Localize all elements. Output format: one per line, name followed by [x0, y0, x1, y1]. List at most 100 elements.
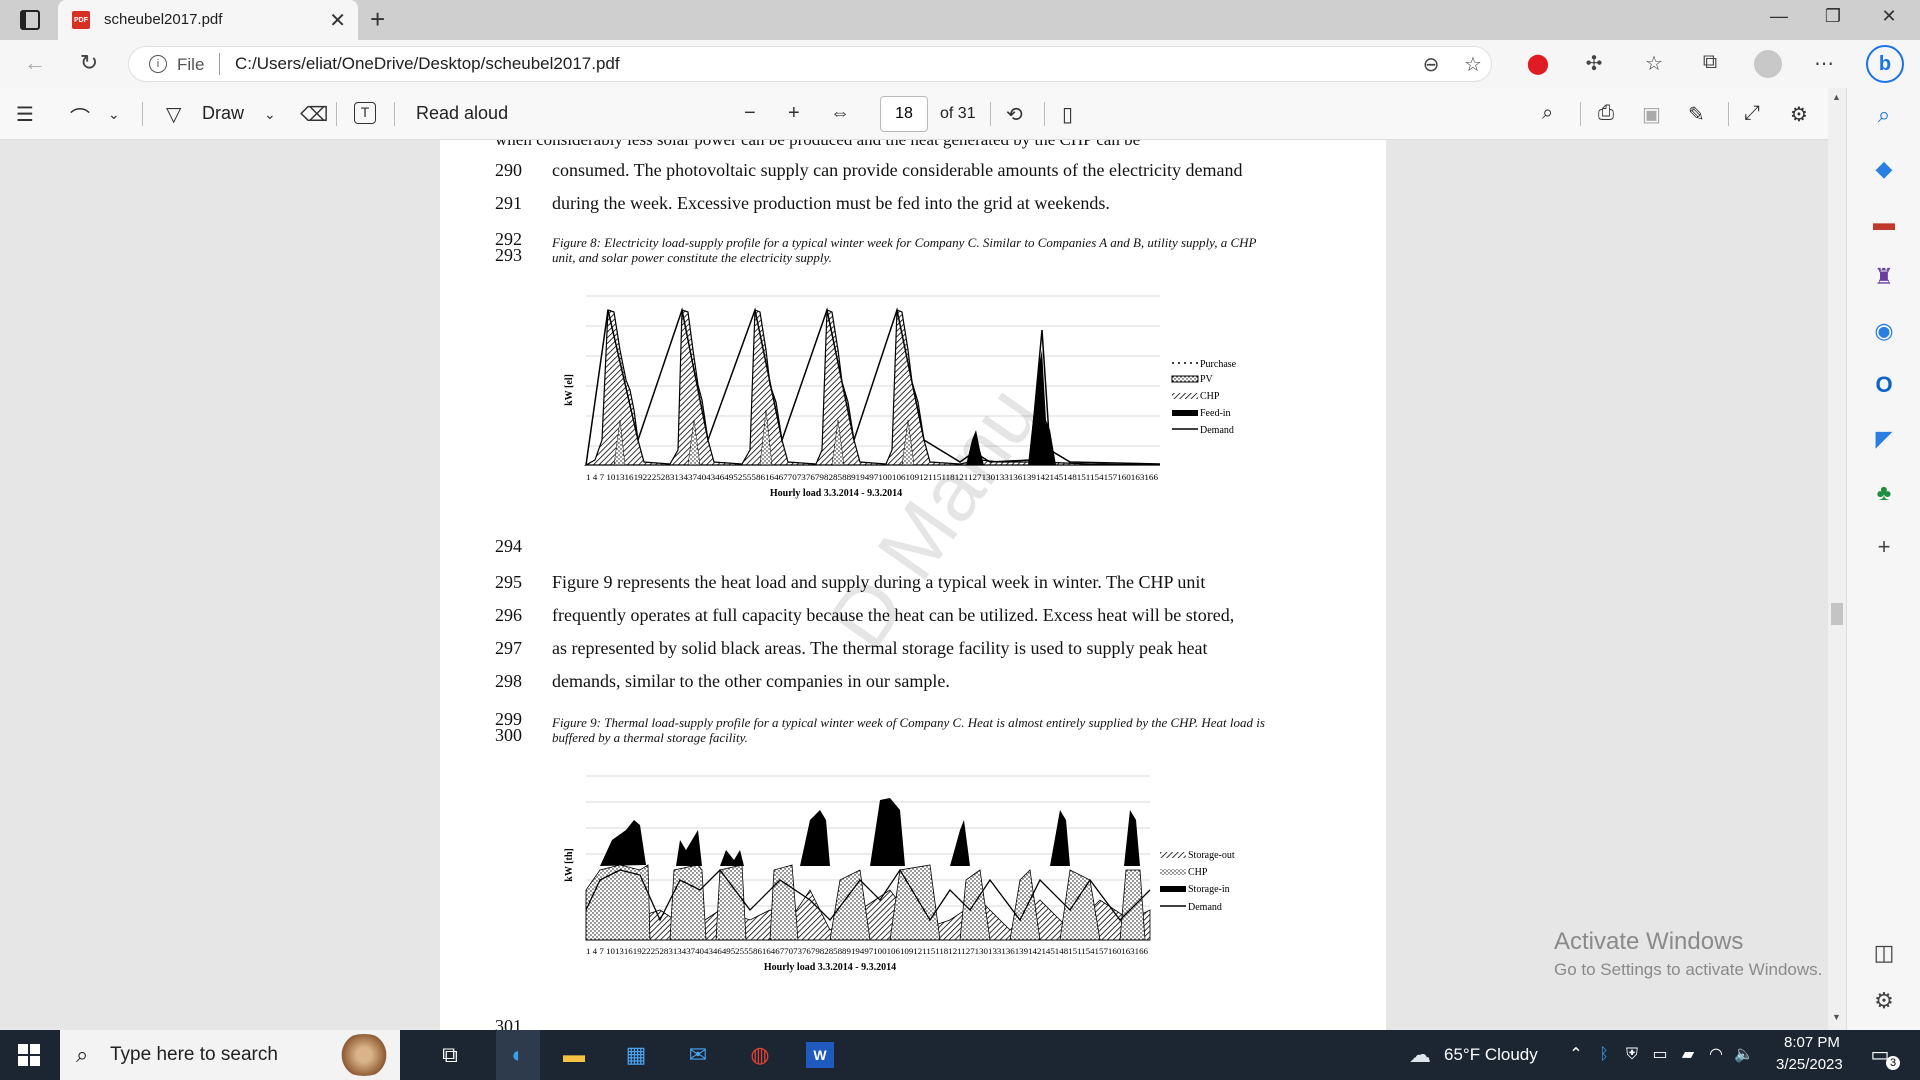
eraser-icon[interactable]: ⌫: [300, 102, 328, 127]
restore-button[interactable]: ❐: [1818, 6, 1848, 27]
read-aloud-button[interactable]: Read aloud: [416, 103, 508, 124]
highlight-icon[interactable]: ⌒: [70, 102, 90, 131]
scroll-down-icon[interactable]: ▼: [1832, 1012, 1841, 1022]
address-bar[interactable]: i File C:/Users/eliat/OneDrive/Desktop/s…: [128, 46, 1492, 82]
tab-actions-icon[interactable]: [20, 10, 40, 30]
bing-chat-icon[interactable]: b: [1866, 45, 1904, 83]
legend-storage-in: Storage-in: [1188, 884, 1230, 895]
close-window-button[interactable]: ✕: [1874, 6, 1904, 27]
page-number-input[interactable]: 18: [880, 96, 928, 132]
toolbar-divider: [990, 102, 991, 126]
notification-count-badge: 3: [1886, 1056, 1900, 1070]
toolbar-divider: [394, 102, 395, 126]
vertical-scrollbar[interactable]: ▲ ▼: [1828, 88, 1846, 1030]
url-divider: [219, 53, 220, 75]
pdf-file-icon: PDF: [72, 11, 90, 29]
find-icon[interactable]: ⌕: [1542, 102, 1553, 125]
line-number: 291: [495, 193, 522, 214]
favorites-icon[interactable]: ☆: [1640, 51, 1668, 76]
legend-demand: Demand: [1188, 902, 1222, 913]
word-icon[interactable]: W: [806, 1042, 834, 1068]
rotate-icon[interactable]: ⟲: [1006, 102, 1023, 127]
opera-extension-icon[interactable]: ⬤: [1524, 51, 1552, 76]
clock-time[interactable]: 8:07 PM: [1784, 1034, 1840, 1051]
page-view-icon[interactable]: ▯: [1062, 102, 1073, 127]
line-number: 300: [495, 728, 522, 743]
fullscreen-icon[interactable]: ⤢: [1744, 102, 1760, 125]
highlight-chevron-down-icon[interactable]: ⌄: [108, 106, 120, 123]
line-number: 290: [495, 160, 522, 181]
refresh-button[interactable]: ↻: [74, 50, 104, 76]
close-tab-icon[interactable]: ✕: [329, 8, 346, 33]
url-text[interactable]: C:/Users/eliat/OneDrive/Desktop/scheubel…: [235, 54, 620, 74]
clock-date[interactable]: 3/25/2023: [1776, 1056, 1843, 1073]
draw-button[interactable]: Draw: [202, 103, 244, 124]
save-as-icon[interactable]: ✎: [1688, 102, 1705, 127]
taskbar-search-box[interactable]: ⌕ Type here to search: [60, 1030, 400, 1080]
add-sidebar-app-icon[interactable]: +: [1869, 532, 1899, 562]
minimize-button[interactable]: —: [1764, 6, 1794, 27]
tree-icon[interactable]: ♣: [1869, 478, 1899, 508]
microsoft-store-icon[interactable]: ▦: [620, 1040, 652, 1070]
windows-start-icon[interactable]: [18, 1044, 40, 1066]
contents-list-icon[interactable]: ☰: [16, 102, 34, 127]
cloudy-weather-icon[interactable]: ☁: [1404, 1040, 1436, 1070]
task-view-icon[interactable]: ⧉: [434, 1040, 466, 1070]
zoom-out-icon[interactable]: −: [744, 102, 756, 125]
title-bar: PDF scheubel2017.pdf ✕ + — ❐ ✕: [0, 0, 1920, 40]
zoom-in-icon[interactable]: +: [788, 102, 800, 125]
collections-icon[interactable]: ⧉: [1696, 51, 1724, 74]
document-viewer[interactable]: when considerably less solar power can b…: [0, 140, 1836, 1030]
save-icon[interactable]: ▣: [1642, 102, 1661, 127]
search-highlight-icon[interactable]: [334, 1034, 394, 1076]
more-options-icon[interactable]: ⋯: [1810, 51, 1838, 76]
url-scheme-label: File: [177, 55, 204, 75]
tools-icon[interactable]: ▬: [1869, 208, 1899, 238]
new-tab-button[interactable]: +: [370, 4, 385, 35]
chrome-icon[interactable]: ◍: [744, 1040, 776, 1070]
volume-icon[interactable]: 🔈: [1728, 1040, 1760, 1070]
edge-sidebar: ⌕ ◆ ▬ ♜ ◉ O ◤ ♣ + ◫ ⚙: [1846, 88, 1920, 1030]
scroll-thumb[interactable]: [1831, 603, 1843, 625]
outlook-icon[interactable]: O: [1869, 370, 1899, 400]
games-icon[interactable]: ♜: [1869, 262, 1899, 292]
extensions-icon[interactable]: ✣: [1580, 51, 1608, 76]
line-number: 295: [495, 572, 522, 593]
browser-tab[interactable]: PDF scheubel2017.pdf ✕: [58, 0, 358, 40]
sidebar-settings-icon[interactable]: ⚙: [1869, 986, 1899, 1016]
zoom-icon[interactable]: ⊖: [1417, 52, 1445, 77]
body-line: consumed. The photovoltaic supply can pr…: [552, 160, 1242, 181]
activate-windows-title: Activate Windows: [1554, 928, 1743, 956]
file-explorer-icon[interactable]: ▬: [558, 1040, 590, 1070]
line-number: 301: [495, 1016, 522, 1030]
pdf-page: when considerably less solar power can b…: [440, 140, 1386, 1030]
chart-legend: Purchase PV CHP Feed-in Demand: [1172, 359, 1237, 436]
toolbar-divider: [1044, 102, 1045, 126]
activate-windows-subtitle: Go to Settings to activate Windows.: [1554, 960, 1822, 980]
drop-icon[interactable]: ◤: [1869, 424, 1899, 454]
text-icon[interactable]: T: [354, 102, 376, 124]
mail-icon[interactable]: ✉: [682, 1040, 714, 1070]
scroll-up-icon[interactable]: ▲: [1832, 92, 1841, 102]
edge-taskbar-icon[interactable]: ◐: [496, 1030, 540, 1080]
legend-pv: PV: [1200, 374, 1214, 385]
draw-icon[interactable]: ▽: [166, 102, 181, 127]
microsoft-365-icon[interactable]: ◉: [1869, 316, 1899, 346]
add-favorite-icon[interactable]: ☆: [1459, 52, 1487, 77]
pdf-toolbar: ☰ ⌒ ⌄ ▽ Draw ⌄ ⌫ T Read aloud − + ⇔ 18 o…: [0, 88, 1836, 140]
demand-line: [586, 310, 1160, 465]
profile-avatar[interactable]: [1754, 50, 1782, 78]
draw-chevron-down-icon[interactable]: ⌄: [264, 106, 276, 123]
fit-width-icon[interactable]: ⇔: [830, 102, 850, 125]
sidebar-layout-icon[interactable]: ◫: [1869, 938, 1899, 968]
chart-legend: Storage-out CHP Storage-in Demand: [1160, 850, 1235, 913]
pdf-settings-icon[interactable]: ⚙: [1790, 102, 1808, 127]
address-bar-row: ← ↻ i File C:/Users/eliat/OneDrive/Deskt…: [0, 40, 1920, 88]
back-button[interactable]: ←: [20, 50, 50, 76]
weather-text[interactable]: 65°F Cloudy: [1444, 1045, 1538, 1065]
info-icon[interactable]: i: [149, 55, 167, 73]
print-icon[interactable]: ⎙: [1598, 102, 1614, 125]
shopping-icon[interactable]: ◆: [1869, 154, 1899, 184]
search-icon[interactable]: ⌕: [1869, 100, 1899, 130]
taskbar: ⌕ Type here to search ⧉ ◐ ▬ ▦ ✉ ◍ W ☁ 65…: [0, 1030, 1920, 1080]
